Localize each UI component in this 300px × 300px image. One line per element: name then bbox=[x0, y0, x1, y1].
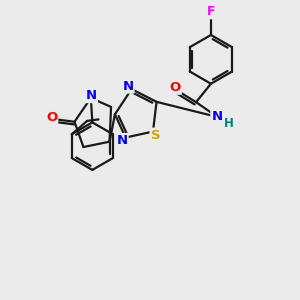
Text: O: O bbox=[46, 111, 57, 124]
Text: S: S bbox=[151, 129, 160, 142]
Text: N: N bbox=[116, 134, 128, 147]
Text: O: O bbox=[169, 81, 181, 94]
Text: N: N bbox=[211, 110, 222, 123]
Text: N: N bbox=[86, 89, 97, 102]
Text: F: F bbox=[207, 5, 216, 18]
Text: H: H bbox=[224, 117, 234, 130]
Text: N: N bbox=[122, 80, 134, 93]
